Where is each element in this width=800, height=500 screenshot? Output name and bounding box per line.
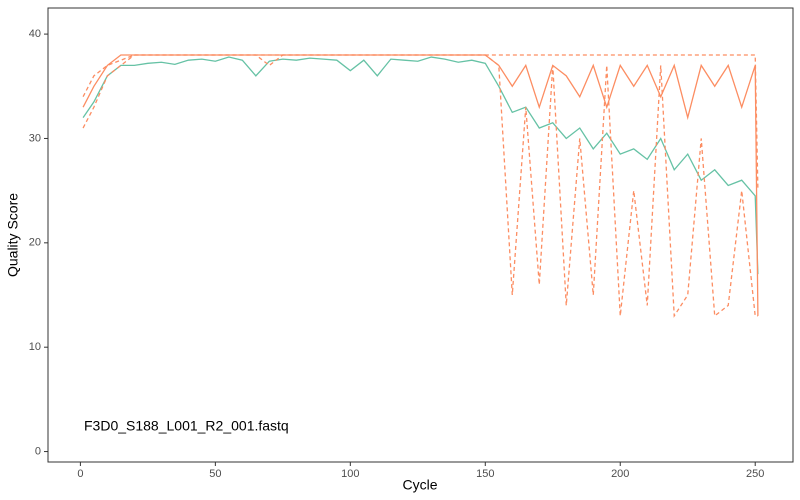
y-axis-title: Quality Score bbox=[5, 193, 21, 277]
y-tick-label: 30 bbox=[29, 132, 41, 144]
x-tick-label: 100 bbox=[341, 468, 359, 480]
x-tick-label: 200 bbox=[611, 468, 629, 480]
series-line bbox=[82, 56, 759, 275]
x-axis-title: Cycle bbox=[402, 477, 437, 493]
y-tick-label: 10 bbox=[29, 341, 41, 353]
annotation: F3D0_S188_L001_R2_001.fastq bbox=[84, 418, 289, 434]
series-line bbox=[82, 54, 758, 318]
series-line bbox=[82, 54, 759, 191]
x-tick-label: 150 bbox=[476, 468, 494, 480]
x-tick-label: 250 bbox=[746, 468, 764, 480]
panel bbox=[47, 7, 794, 463]
y-tick-label: 40 bbox=[29, 28, 41, 40]
x-tick-label: 0 bbox=[77, 468, 83, 480]
x-tick-label: 50 bbox=[209, 468, 221, 480]
y-tick-label: 0 bbox=[35, 445, 41, 457]
y-tick-label: 20 bbox=[29, 237, 41, 249]
